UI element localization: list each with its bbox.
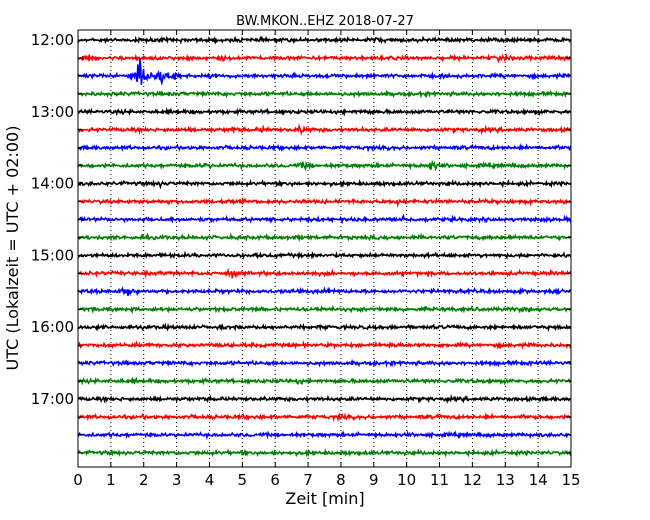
- trace-1200: [77, 35, 572, 45]
- trace-1500: [77, 250, 572, 260]
- y-tick-label: 13:00: [31, 103, 74, 121]
- y-tick-label: 17:00: [31, 390, 74, 408]
- x-tick-label: 7: [303, 471, 313, 489]
- trace-1430: [77, 213, 572, 225]
- x-tick-label: 15: [561, 471, 580, 489]
- trace-1530: [77, 286, 572, 297]
- axes: 0 1 2 3 4 5 6 7 8 9 10 11 12 13 14 1512:0013:0014:0015:…: [31, 30, 581, 489]
- trace-1245: [77, 89, 572, 99]
- trace-1345: [77, 159, 572, 172]
- trace-1700: [77, 393, 572, 405]
- x-tick-label: 9: [369, 471, 379, 489]
- trace-1300: [77, 106, 572, 117]
- x-tick-label: 1: [106, 471, 116, 489]
- plot-frame: [77, 29, 572, 468]
- x-tick-label: 10: [397, 471, 416, 489]
- trace-1330: [77, 142, 572, 153]
- x-tick-label: 2: [139, 471, 149, 489]
- trace-1715: [77, 412, 572, 423]
- y-tick-label: 16:00: [31, 318, 74, 336]
- y-axis-label: UTC (Lokalzeit = UTC + 02:00): [3, 126, 22, 371]
- trace-1745: [77, 448, 572, 458]
- x-tick-label: 12: [463, 471, 482, 489]
- trace-1415: [77, 196, 572, 208]
- trace-1615: [77, 340, 572, 350]
- grid-lines: [110, 30, 539, 467]
- trace-1545: [77, 304, 572, 315]
- trace-1515: [77, 267, 572, 279]
- x-tick-label: 8: [336, 471, 346, 489]
- trace-1600: [77, 322, 572, 333]
- trace-1315: [77, 123, 572, 136]
- trace-1400: [77, 178, 572, 190]
- trace-1445: [77, 232, 572, 243]
- x-tick-label: 5: [238, 471, 248, 489]
- trace-1730: [77, 430, 572, 441]
- chart-title: BW.MKON..EHZ 2018-07-27: [236, 14, 414, 29]
- trace-1645: [77, 376, 572, 386]
- x-tick-label: 13: [496, 471, 515, 489]
- x-tick-label: 6: [270, 471, 280, 489]
- trace-1630: [77, 358, 572, 368]
- seismic-traces: [77, 35, 572, 458]
- x-tick-label: 14: [529, 471, 548, 489]
- x-tick-label: 4: [205, 471, 215, 489]
- x-tick-label: 11: [430, 471, 449, 489]
- trace-1215: [77, 52, 572, 64]
- x-axis-label: Zeit [min]: [285, 489, 364, 508]
- x-tick-label: 0: [73, 471, 83, 489]
- trace-1230: [77, 58, 572, 86]
- y-tick-label: 14:00: [31, 175, 74, 193]
- x-tick-label: 3: [172, 471, 182, 489]
- y-tick-label: 15:00: [31, 246, 74, 264]
- y-tick-label: 12:00: [31, 31, 74, 49]
